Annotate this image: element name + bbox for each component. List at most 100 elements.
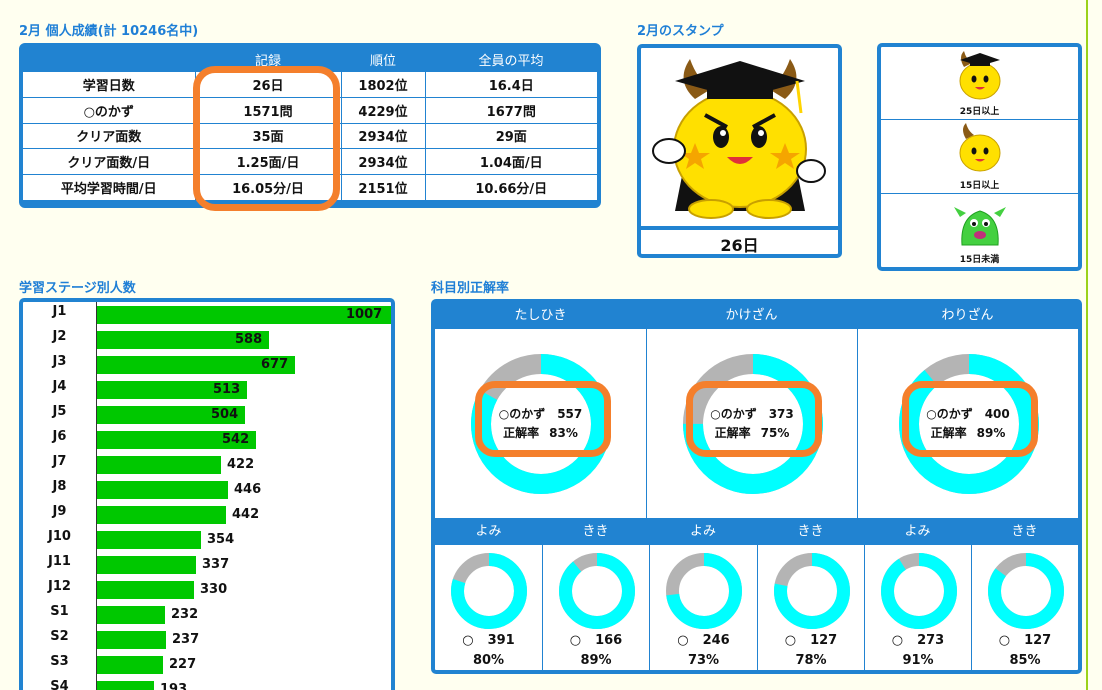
skill-accuracy-rate: 78% <box>795 653 827 668</box>
stage-row: J12 330 <box>23 577 391 602</box>
rate-value: 75% <box>760 426 790 440</box>
stamp-legend-item-green: 15日未満 <box>881 195 1078 267</box>
stage-label: S4 <box>50 679 69 690</box>
results-row: クリア面数 35面 2934位 29面 <box>23 123 597 150</box>
skill-donut-cell: ○ 127 78% <box>758 545 864 670</box>
subject-correct-count: ○のかず 400 <box>858 405 1078 422</box>
stage-label: J5 <box>52 404 67 419</box>
stage-value: 237 <box>172 632 200 647</box>
stage-bar <box>97 381 247 399</box>
count-value: 127 <box>1024 633 1052 648</box>
stage-label: S3 <box>50 654 69 669</box>
stage-bar <box>97 306 391 324</box>
subjects-panel: たしひき ○のかず 557 正解率 83% かけざん ○のかず 373 正解率 75% わりざん ○の… <box>431 299 1082 674</box>
count-value: 246 <box>702 633 730 648</box>
stage-bar <box>97 681 154 690</box>
results-row-average: 1677問 <box>425 97 597 124</box>
results-row-label: 学習日数 <box>23 72 196 99</box>
skill-accuracy-donut <box>559 553 635 629</box>
stages-chart-panel: J1 1007 J2 588 J3 677 J4 513 J5 504 J6 542 J7 422 J8 44… <box>19 298 395 690</box>
count-value: 373 <box>768 407 794 421</box>
skill-accuracy-rate: 91% <box>902 653 934 668</box>
stage-row: J7 422 <box>23 452 391 477</box>
skill-accuracy-rate: 89% <box>580 653 612 668</box>
results-row-record: 35面 <box>195 123 342 150</box>
donut-correct-arc <box>881 553 957 629</box>
skill-correct-count: ○ 127 <box>758 633 864 648</box>
stages-title: 学習ステージ別人数 <box>19 281 136 296</box>
results-row-label: ○のかず <box>23 97 196 124</box>
rate-label: 正解率 <box>714 426 751 440</box>
skill-donut-cell: ○ 246 73% <box>650 545 757 670</box>
stage-label: J3 <box>52 354 67 369</box>
count-value: 166 <box>595 633 623 648</box>
count-value: 400 <box>984 407 1010 421</box>
stage-value: 193 <box>160 682 188 690</box>
stage-bar <box>97 581 194 599</box>
count-prefix: ○ <box>677 633 689 648</box>
graduate-mascot-stamp-image <box>652 59 826 219</box>
subjects-title: 科目別正解率 <box>431 281 510 296</box>
stage-row: J9 442 <box>23 502 391 527</box>
results-row-rank: 2151位 <box>341 174 426 200</box>
subject-donut-cell: ○のかず 373 正解率 75% <box>647 329 857 518</box>
stage-bar <box>97 356 295 374</box>
results-table: 記録 順位 全員の平均 学習日数 26日 1802位 16.4日 ○のかず 1571問 42… <box>23 47 597 200</box>
results-row: 学習日数 26日 1802位 16.4日 <box>23 72 597 99</box>
count-value: 391 <box>487 633 515 648</box>
subject-header: たしひき <box>514 308 567 323</box>
results-row-rank: 2934位 <box>341 148 426 175</box>
subject-header: かけざん <box>725 308 778 323</box>
stage-row: J4 513 <box>23 377 391 402</box>
stage-value: 513 <box>213 382 241 397</box>
rate-value: 83% <box>549 426 578 440</box>
stage-label: J10 <box>48 529 71 544</box>
results-row-rank: 4229位 <box>341 97 426 124</box>
results-row-rank: 1802位 <box>341 72 426 99</box>
donut-correct-arc <box>666 553 742 629</box>
stage-row: S3 227 <box>23 652 391 677</box>
stamp-divider <box>641 226 838 230</box>
stage-bar <box>97 631 166 649</box>
donut-correct-arc <box>683 354 823 494</box>
results-header-average: 全員の平均 <box>425 47 597 72</box>
subject-accuracy-donut <box>899 354 1039 494</box>
skill-correct-count: ○ 273 <box>865 633 971 648</box>
green-monster-icon <box>953 207 1006 246</box>
stamp-legend-panel: 25日以上 15日以上 15日未満 <box>877 43 1082 271</box>
stage-label: J2 <box>52 329 67 344</box>
results-row-label: クリア面数 <box>23 123 196 150</box>
stage-bar <box>97 606 165 624</box>
skill-header: きき <box>582 524 609 539</box>
skill-accuracy-donut <box>774 553 850 629</box>
stage-label: J6 <box>52 429 67 444</box>
skill-accuracy-rate: 80% <box>472 653 505 668</box>
stamp-title: 2月のスタンプ <box>637 24 724 39</box>
mascot-icon <box>959 123 1000 172</box>
stage-value: 337 <box>202 557 230 572</box>
subject-donut-cell: ○のかず 400 正解率 89% <box>858 329 1078 518</box>
results-row-record: 1571問 <box>195 97 342 124</box>
stamp-legend-label: 15日以上 <box>959 181 1000 191</box>
stage-bar <box>97 331 269 349</box>
stamp-legend-label: 25日以上 <box>959 107 1000 117</box>
stage-bar <box>97 456 221 474</box>
stage-value: 504 <box>211 407 239 422</box>
count-prefix: ○ <box>569 633 582 648</box>
count-value: 273 <box>917 633 945 648</box>
count-prefix: ○ <box>998 633 1011 648</box>
stage-value: 446 <box>234 482 262 497</box>
skill-header: きき <box>1011 524 1038 539</box>
stage-value: 227 <box>169 657 197 672</box>
subject-stats-highlight <box>686 381 822 457</box>
skill-accuracy-rate: 73% <box>687 653 720 668</box>
skill-donut-cell: ○ 273 91% <box>865 545 971 670</box>
stamp-panel: 26日 <box>637 44 842 258</box>
results-row-label: クリア面数/日 <box>23 148 196 175</box>
skill-header: よみ <box>475 524 502 539</box>
skill-accuracy-donut <box>666 553 742 629</box>
count-prefix: ○ <box>784 633 797 648</box>
stamp-legend-item-yellow: 15日以上 <box>881 121 1078 193</box>
results-title: 2月 個人成績(計 10246名中) <box>19 24 199 39</box>
page-right-border <box>1086 0 1088 690</box>
